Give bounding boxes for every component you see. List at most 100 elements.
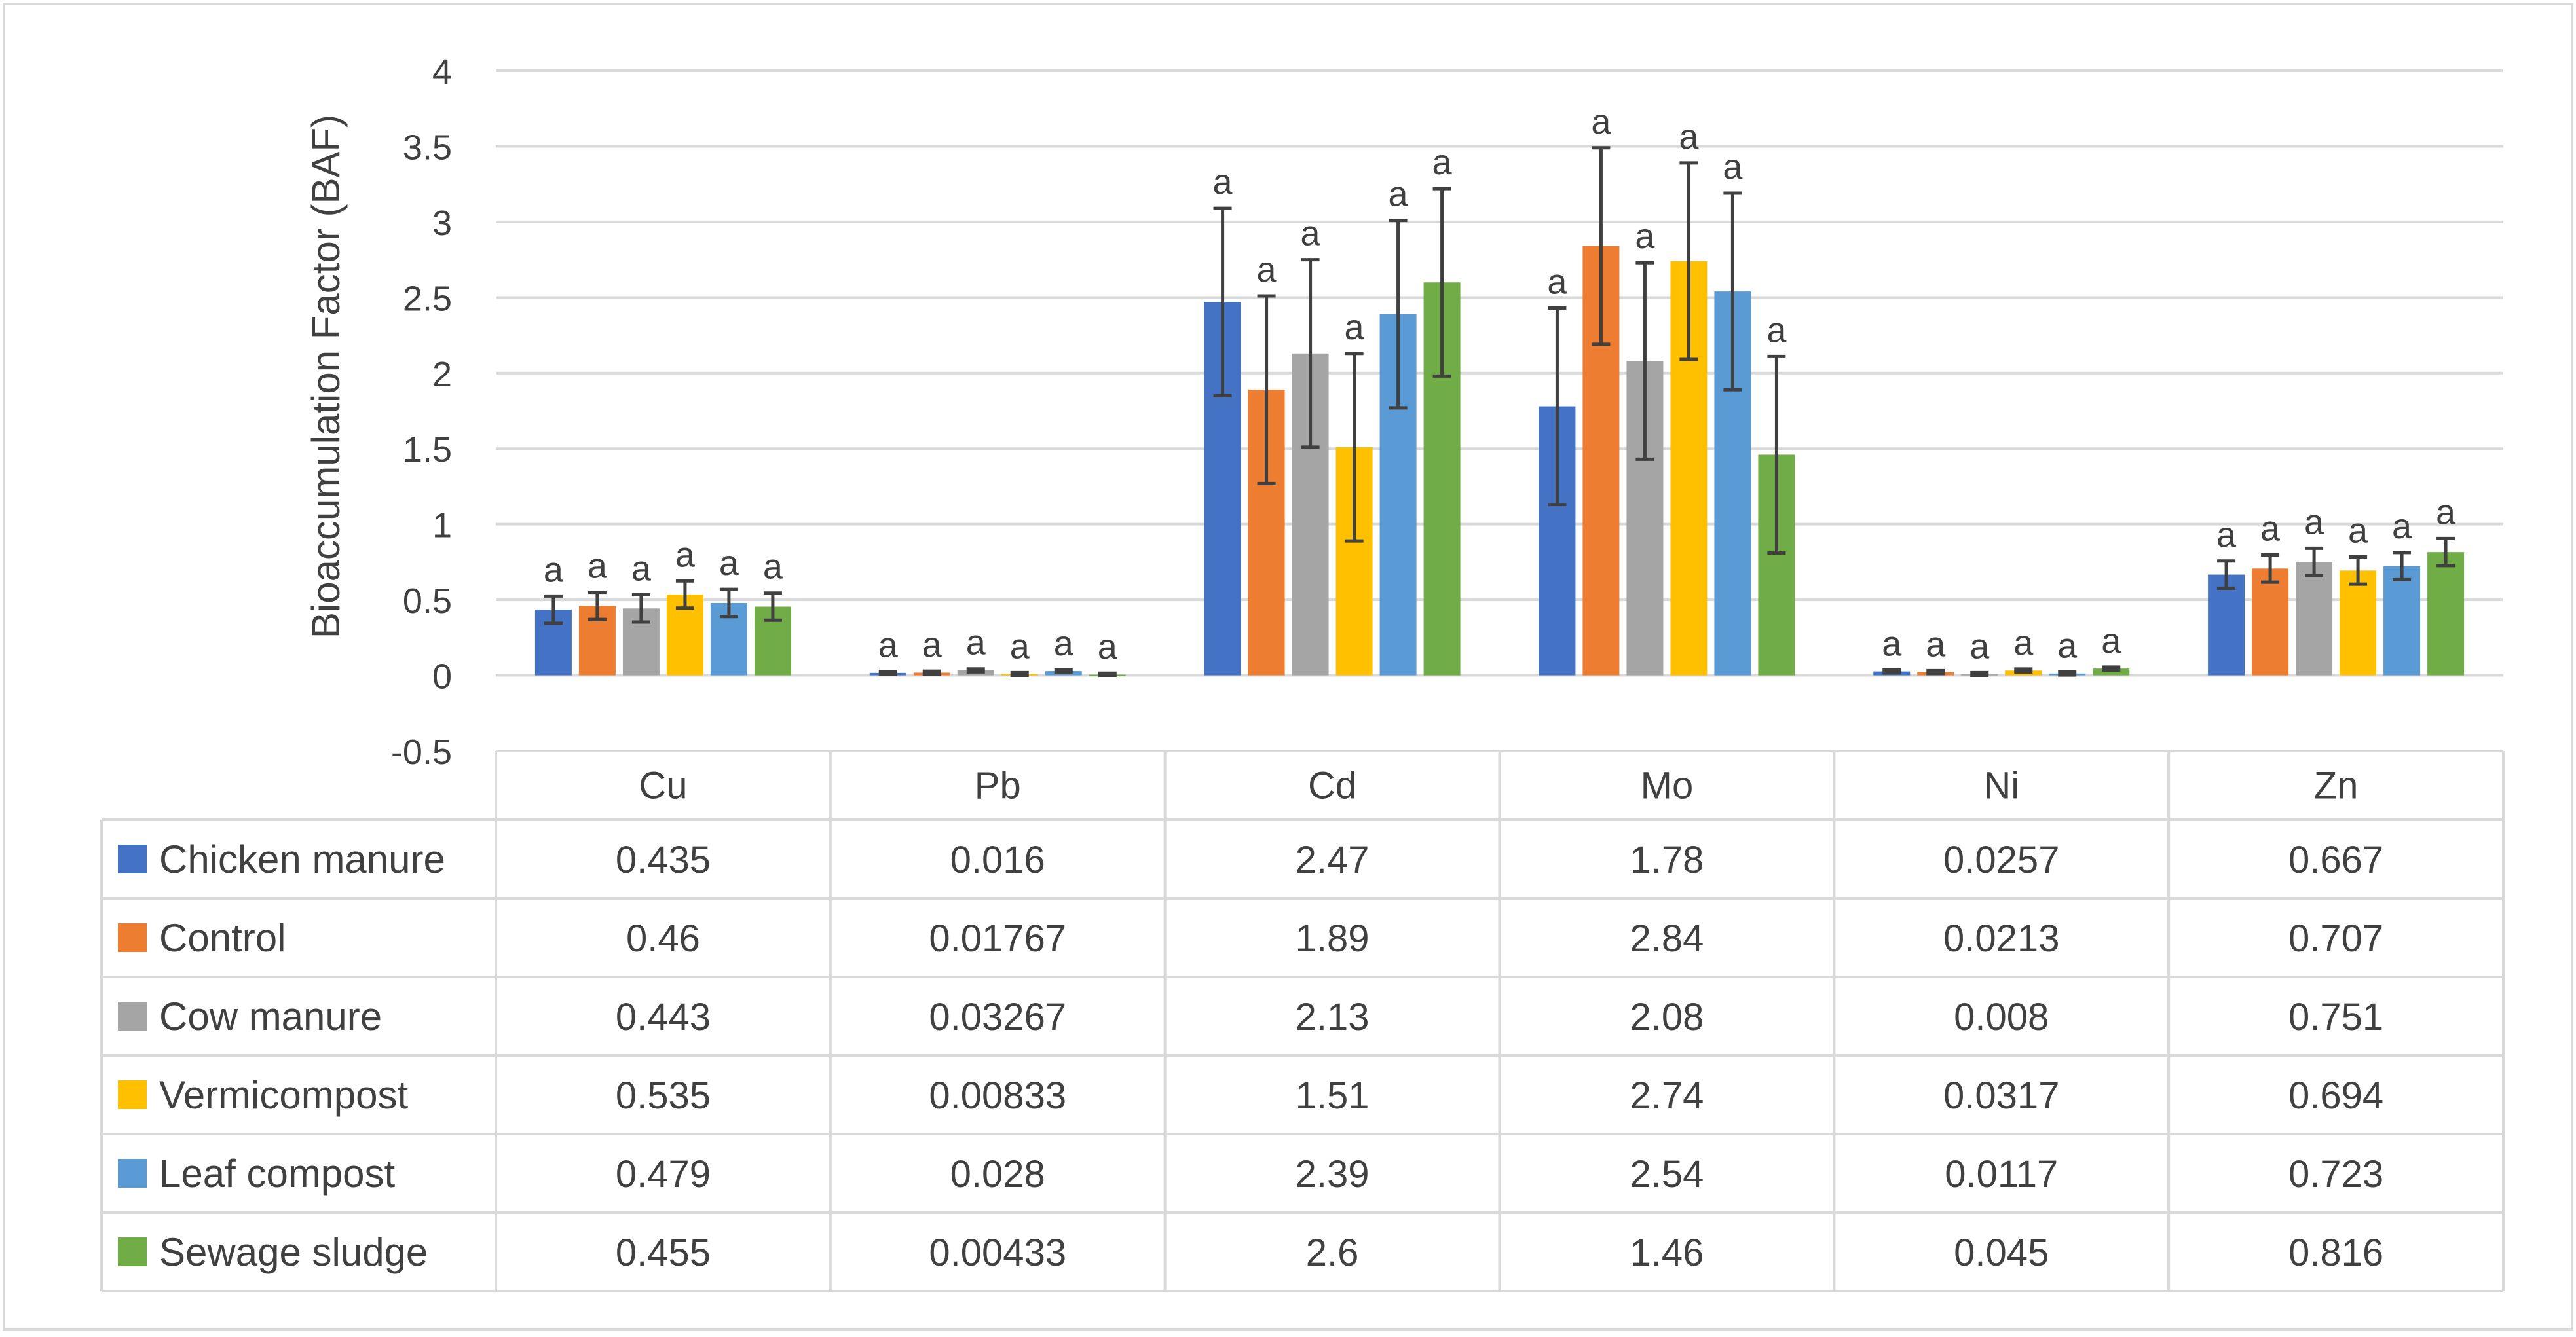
error-bars	[544, 146, 2455, 678]
significance-letter: a	[544, 550, 564, 589]
y-tick-label: 0.5	[403, 581, 452, 621]
bar	[2340, 570, 2377, 676]
significance-letter: a	[1926, 625, 1946, 664]
table-cell-value: 2.74	[1630, 1074, 1704, 1117]
significance-letter: a	[1723, 147, 1743, 187]
significance-letter: a	[2304, 502, 2324, 541]
significance-letter: a	[763, 547, 783, 587]
table-cell-value: 0.0213	[1943, 917, 2059, 960]
significance-letter: a	[2348, 511, 2368, 551]
table-cell-value: 0.455	[616, 1232, 711, 1274]
significance-letter: a	[1679, 117, 1699, 156]
y-tick-label: 1	[432, 506, 452, 545]
y-tick-label: 0	[432, 657, 452, 697]
table-cell-value: 0.016	[950, 839, 1045, 881]
table-cell-value: 2.84	[1630, 917, 1704, 960]
table-cell-value: 2.6	[1306, 1232, 1359, 1274]
legend-label: Cow manure	[159, 995, 382, 1038]
table-cell-value: 0.816	[2288, 1232, 2383, 1274]
category-label: Ni	[1983, 765, 2019, 807]
significance-letter: a	[2216, 515, 2237, 555]
significance-letter: a	[631, 549, 652, 588]
chart-area-border	[3, 3, 2573, 1331]
table-cell-value: 2.13	[1296, 996, 1370, 1038]
significance-letter: a	[878, 626, 899, 665]
table-cell-value: 0.045	[1954, 1232, 2049, 1274]
significance-letter: a	[1257, 250, 1277, 289]
y-axis-ticks: -0.5 0 0.5 1 1.5 2 2.5 3 3.5 4	[391, 52, 452, 772]
table-cell-value: 0.751	[2288, 996, 2383, 1038]
legend-label: Control	[159, 916, 286, 960]
legend-key	[118, 1002, 147, 1031]
significance-letter: a	[675, 535, 696, 574]
significance-letter: a	[922, 625, 943, 665]
table-cell-value: 2.08	[1630, 996, 1704, 1038]
significance-letter: a	[2260, 509, 2281, 549]
table-cell-value: 0.03267	[929, 996, 1066, 1038]
y-tick-label: 1.5	[403, 430, 452, 469]
y-tick-label: 4	[432, 52, 452, 92]
legend-label: Leaf compost	[159, 1152, 396, 1196]
significance-letter: a	[1969, 627, 1990, 666]
y-tick-label: 2	[432, 355, 452, 394]
significance-letter: a	[1301, 214, 1321, 253]
significance-letter: a	[2013, 623, 2034, 663]
significance-letter: a	[719, 543, 739, 583]
significance-letter: a	[1547, 262, 1567, 301]
legend-key	[118, 1237, 147, 1266]
significance-letter: a	[1766, 310, 1787, 350]
significance-letter: a	[966, 623, 986, 663]
data-table: Cu Pb Cd Mo Ni Zn Chicken manure 0.435 0.016 2.47…	[100, 750, 2505, 1292]
table-cell-value: 0.694	[2288, 1074, 2383, 1117]
significance-letter: a	[1389, 175, 1409, 214]
legend-key	[118, 923, 147, 952]
table-cell-value: 0.008	[1954, 996, 2049, 1038]
table-cell-value: 0.028	[950, 1153, 1045, 1196]
bar	[2093, 668, 2130, 676]
table-cell-value: 1.46	[1630, 1232, 1704, 1274]
legend-key	[118, 1080, 147, 1109]
table-cell-value: 0.0117	[1945, 1153, 2058, 1196]
category-label: Cd	[1308, 765, 1356, 807]
bar	[2208, 574, 2245, 676]
table-cell-value: 0.0257	[1943, 839, 2059, 881]
bar	[2383, 566, 2421, 676]
significance-letter: a	[2057, 627, 2078, 666]
significance-letter: a	[1054, 624, 1074, 663]
category-label: Zn	[2314, 765, 2359, 807]
significance-letter: a	[2436, 492, 2456, 532]
significance-letter: a	[1098, 627, 1118, 667]
table-cell-value: 0.479	[616, 1153, 711, 1196]
table-cell-value: 1.89	[1296, 917, 1370, 960]
gridlines	[496, 69, 2503, 677]
legend-label: Vermicompost	[159, 1073, 408, 1117]
legend-key	[118, 845, 147, 873]
significance-letter: a	[2101, 621, 2121, 661]
table-cell-value: 0.435	[616, 839, 711, 881]
significance-letter: a	[1635, 217, 1655, 256]
legend-label: Chicken manure	[159, 837, 445, 881]
y-axis-title: Bioaccumulation Factor (BAF)	[304, 115, 348, 638]
bar	[2427, 552, 2465, 676]
table-cell-value: 0.535	[616, 1074, 711, 1117]
significance-letter: a	[1010, 627, 1030, 666]
significance-letter: a	[588, 547, 608, 586]
y-tick-label: 3.5	[403, 128, 452, 167]
table-cell-value: 2.39	[1296, 1153, 1370, 1196]
table-cell-value: 1.51	[1296, 1074, 1370, 1117]
table-cell-value: 0.01767	[929, 917, 1066, 960]
category-label: Mo	[1641, 765, 1694, 807]
table-cell-value: 1.78	[1630, 839, 1704, 881]
table-cell-value: 2.47	[1296, 839, 1370, 881]
y-tick-label: 2.5	[403, 279, 452, 318]
table-cell-value: 0.443	[616, 996, 711, 1038]
significance-letter: a	[1213, 162, 1233, 202]
significance-letter: a	[1882, 624, 1902, 663]
table-cell-value: 0.707	[2288, 917, 2383, 960]
table-cell-value: 0.00833	[929, 1074, 1066, 1117]
significance-letter: a	[2392, 507, 2412, 546]
table-cell-value: 2.54	[1630, 1153, 1704, 1196]
bar	[2296, 562, 2333, 676]
